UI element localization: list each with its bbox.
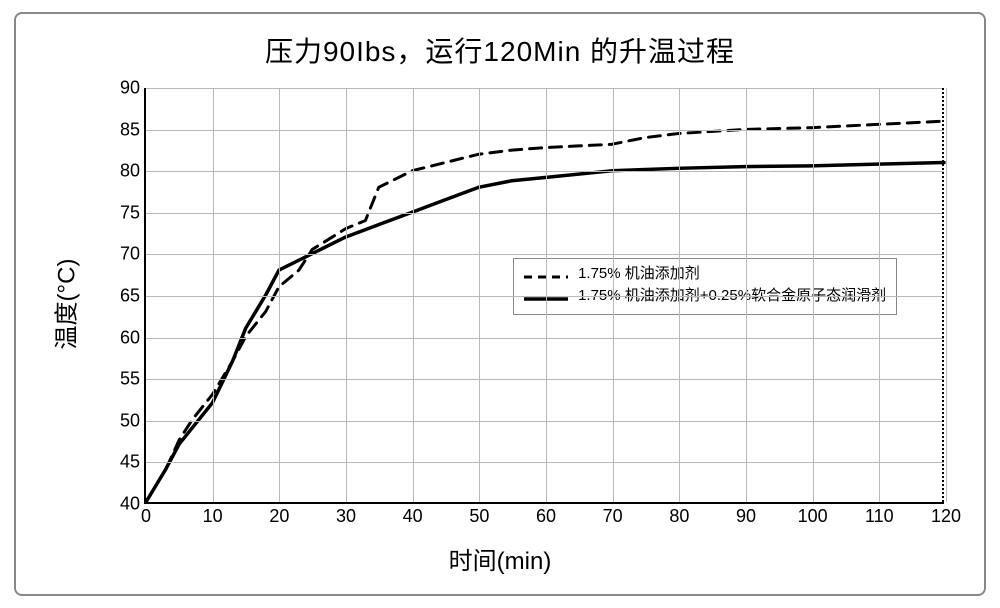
- legend-label: 1.75% 机油添加剂: [578, 263, 700, 286]
- gridline-v: [613, 88, 614, 502]
- x-axis-label: 时间(min): [449, 541, 552, 576]
- gridline-h: [146, 296, 944, 297]
- right-border-dashed: [942, 88, 944, 502]
- chart-title: 压力90Ibs，运行120Min 的升温过程: [16, 30, 984, 70]
- gridline-v: [346, 88, 347, 502]
- gridline-v: [213, 88, 214, 502]
- x-tick-label: 100: [798, 506, 828, 527]
- y-tick-label: 70: [120, 244, 140, 265]
- x-tick-label: 20: [269, 506, 289, 527]
- gridline-v: [879, 88, 880, 502]
- gridline-v: [546, 88, 547, 502]
- x-tick-label: 40: [403, 506, 423, 527]
- gridline-v: [813, 88, 814, 502]
- y-tick-label: 60: [120, 327, 140, 348]
- y-tick-label: 90: [120, 78, 140, 99]
- x-tick-label: 70: [603, 506, 623, 527]
- x-tick-label: 90: [736, 506, 756, 527]
- gridline-h: [146, 462, 944, 463]
- gridline-h: [146, 254, 944, 255]
- y-tick-label: 55: [120, 369, 140, 390]
- y-tick-label: 65: [120, 286, 140, 307]
- x-tick-label: 10: [203, 506, 223, 527]
- gridline-h: [146, 338, 944, 339]
- gridline-h: [146, 130, 944, 131]
- legend: 1.75% 机油添加剂1.75% 机油添加剂+0.25%软合金原子态润滑剂: [513, 258, 897, 315]
- x-tick-label: 60: [536, 506, 556, 527]
- y-tick-label: 75: [120, 202, 140, 223]
- x-tick-label: 120: [931, 506, 961, 527]
- x-tick-label: 0: [141, 506, 151, 527]
- y-tick-label: 45: [120, 452, 140, 473]
- gridline-v: [413, 88, 414, 502]
- y-axis-label: 温度(°C): [47, 259, 82, 350]
- gridline-h: [146, 171, 944, 172]
- y-tick-label: 80: [120, 161, 140, 182]
- gridline-h: [146, 88, 944, 89]
- y-tick-label: 85: [120, 119, 140, 140]
- gridline-h: [146, 213, 944, 214]
- y-tick-label: 40: [120, 494, 140, 515]
- chart-frame: 压力90Ibs，运行120Min 的升温过程 温度(°C) 时间(min) 1.…: [14, 12, 986, 596]
- gridline-v: [479, 88, 480, 502]
- y-tick-label: 50: [120, 410, 140, 431]
- gridline-h: [146, 379, 944, 380]
- gridline-v: [279, 88, 280, 502]
- x-tick-label: 30: [336, 506, 356, 527]
- legend-row: 1.75% 机油添加剂: [524, 263, 886, 286]
- x-tick-label: 80: [669, 506, 689, 527]
- gridline-v: [946, 88, 947, 502]
- gridline-v: [746, 88, 747, 502]
- gridline-h: [146, 421, 944, 422]
- x-tick-label: 110: [865, 506, 894, 527]
- x-tick-label: 50: [469, 506, 489, 527]
- plot-area: 1.75% 机油添加剂1.75% 机油添加剂+0.25%软合金原子态润滑剂 01…: [144, 88, 944, 504]
- gridline-v: [679, 88, 680, 502]
